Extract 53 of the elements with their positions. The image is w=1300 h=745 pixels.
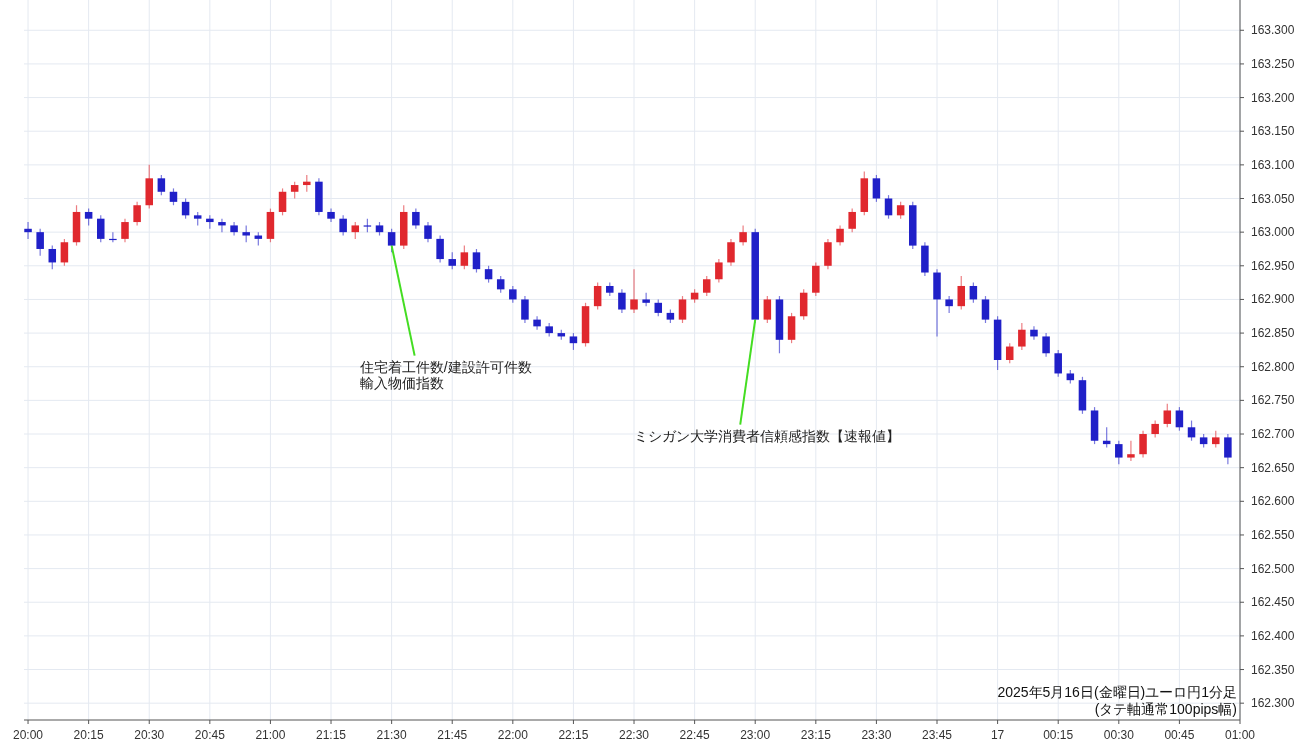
y-tick-label: 162.850 [1251, 326, 1295, 341]
y-tick-label: 163.200 [1251, 90, 1295, 105]
x-tick-label: 00:15 [1043, 728, 1074, 742]
y-tick-label: 163.300 [1251, 23, 1295, 38]
candlestick [1030, 325, 1038, 341]
y-tick-label: 163.050 [1251, 191, 1295, 206]
x-tick-label: 00:30 [1103, 728, 1135, 742]
x-tick-label: 01:00 [1224, 728, 1256, 742]
x-tick-label: 21:00 [255, 728, 286, 742]
x-tick-label: 20:45 [194, 728, 226, 742]
candlestick [945, 295, 953, 314]
candlestick [218, 218, 226, 233]
x-tick-label: 22:45 [679, 728, 710, 742]
y-tick-label: 162.700 [1251, 427, 1295, 442]
y-tick-label: 162.450 [1251, 595, 1295, 610]
x-tick-label: 22:15 [558, 728, 589, 742]
y-tick-label: 162.500 [1251, 561, 1295, 576]
x-tick-label: 22:30 [619, 728, 650, 742]
y-tick-label: 162.300 [1251, 696, 1295, 711]
x-tick-label: 23:45 [921, 728, 953, 742]
x-tick-label: 22:00 [497, 728, 529, 742]
y-tick-label: 163.100 [1251, 157, 1295, 172]
y-tick-label: 162.900 [1251, 292, 1295, 307]
annotation: ミシガン大学消費者信頼感指数【速報値】 [634, 427, 901, 444]
candlestick [533, 315, 541, 331]
y-tick-label: 163.150 [1251, 124, 1295, 139]
annotation: 輸入物価指数 [359, 374, 444, 391]
annotation: 2025年5月16日(金曜日)ユーロ円1分足 [997, 684, 1237, 700]
x-tick-label: 20:15 [73, 728, 104, 742]
y-tick-label: 163.250 [1251, 56, 1295, 71]
annotation: 住宅着工件数/建設許可件数 [358, 358, 532, 375]
x-tick-label: 21:15 [316, 728, 347, 742]
y-tick-label: 162.350 [1251, 662, 1295, 677]
y-tick-label: 162.650 [1251, 460, 1295, 475]
y-tick-label: 162.800 [1251, 359, 1295, 374]
y-tick-label: 162.950 [1251, 258, 1295, 273]
candlestick [24, 221, 32, 240]
x-tick-label: 21:30 [376, 728, 407, 742]
annotation: (タテ軸通常100pips幅) [1094, 701, 1237, 717]
y-tick-label: 162.550 [1251, 527, 1295, 542]
x-tick-label: 23:00 [740, 728, 771, 742]
y-tick-label: 163.000 [1251, 225, 1295, 240]
x-tick-label: 17 [990, 728, 1005, 742]
x-tick-label: 20:00 [13, 728, 44, 742]
x-tick-label: 23:15 [800, 728, 832, 742]
x-tick-label: 20:30 [134, 728, 165, 742]
y-tick-label: 162.600 [1251, 494, 1295, 509]
x-tick-label: 23:30 [861, 728, 892, 742]
y-tick-label: 162.750 [1251, 393, 1295, 408]
y-tick-label: 162.400 [1251, 628, 1295, 643]
x-tick-label: 00:45 [1164, 728, 1195, 742]
candlestick [642, 292, 650, 307]
x-tick-label: 21:45 [437, 728, 468, 742]
